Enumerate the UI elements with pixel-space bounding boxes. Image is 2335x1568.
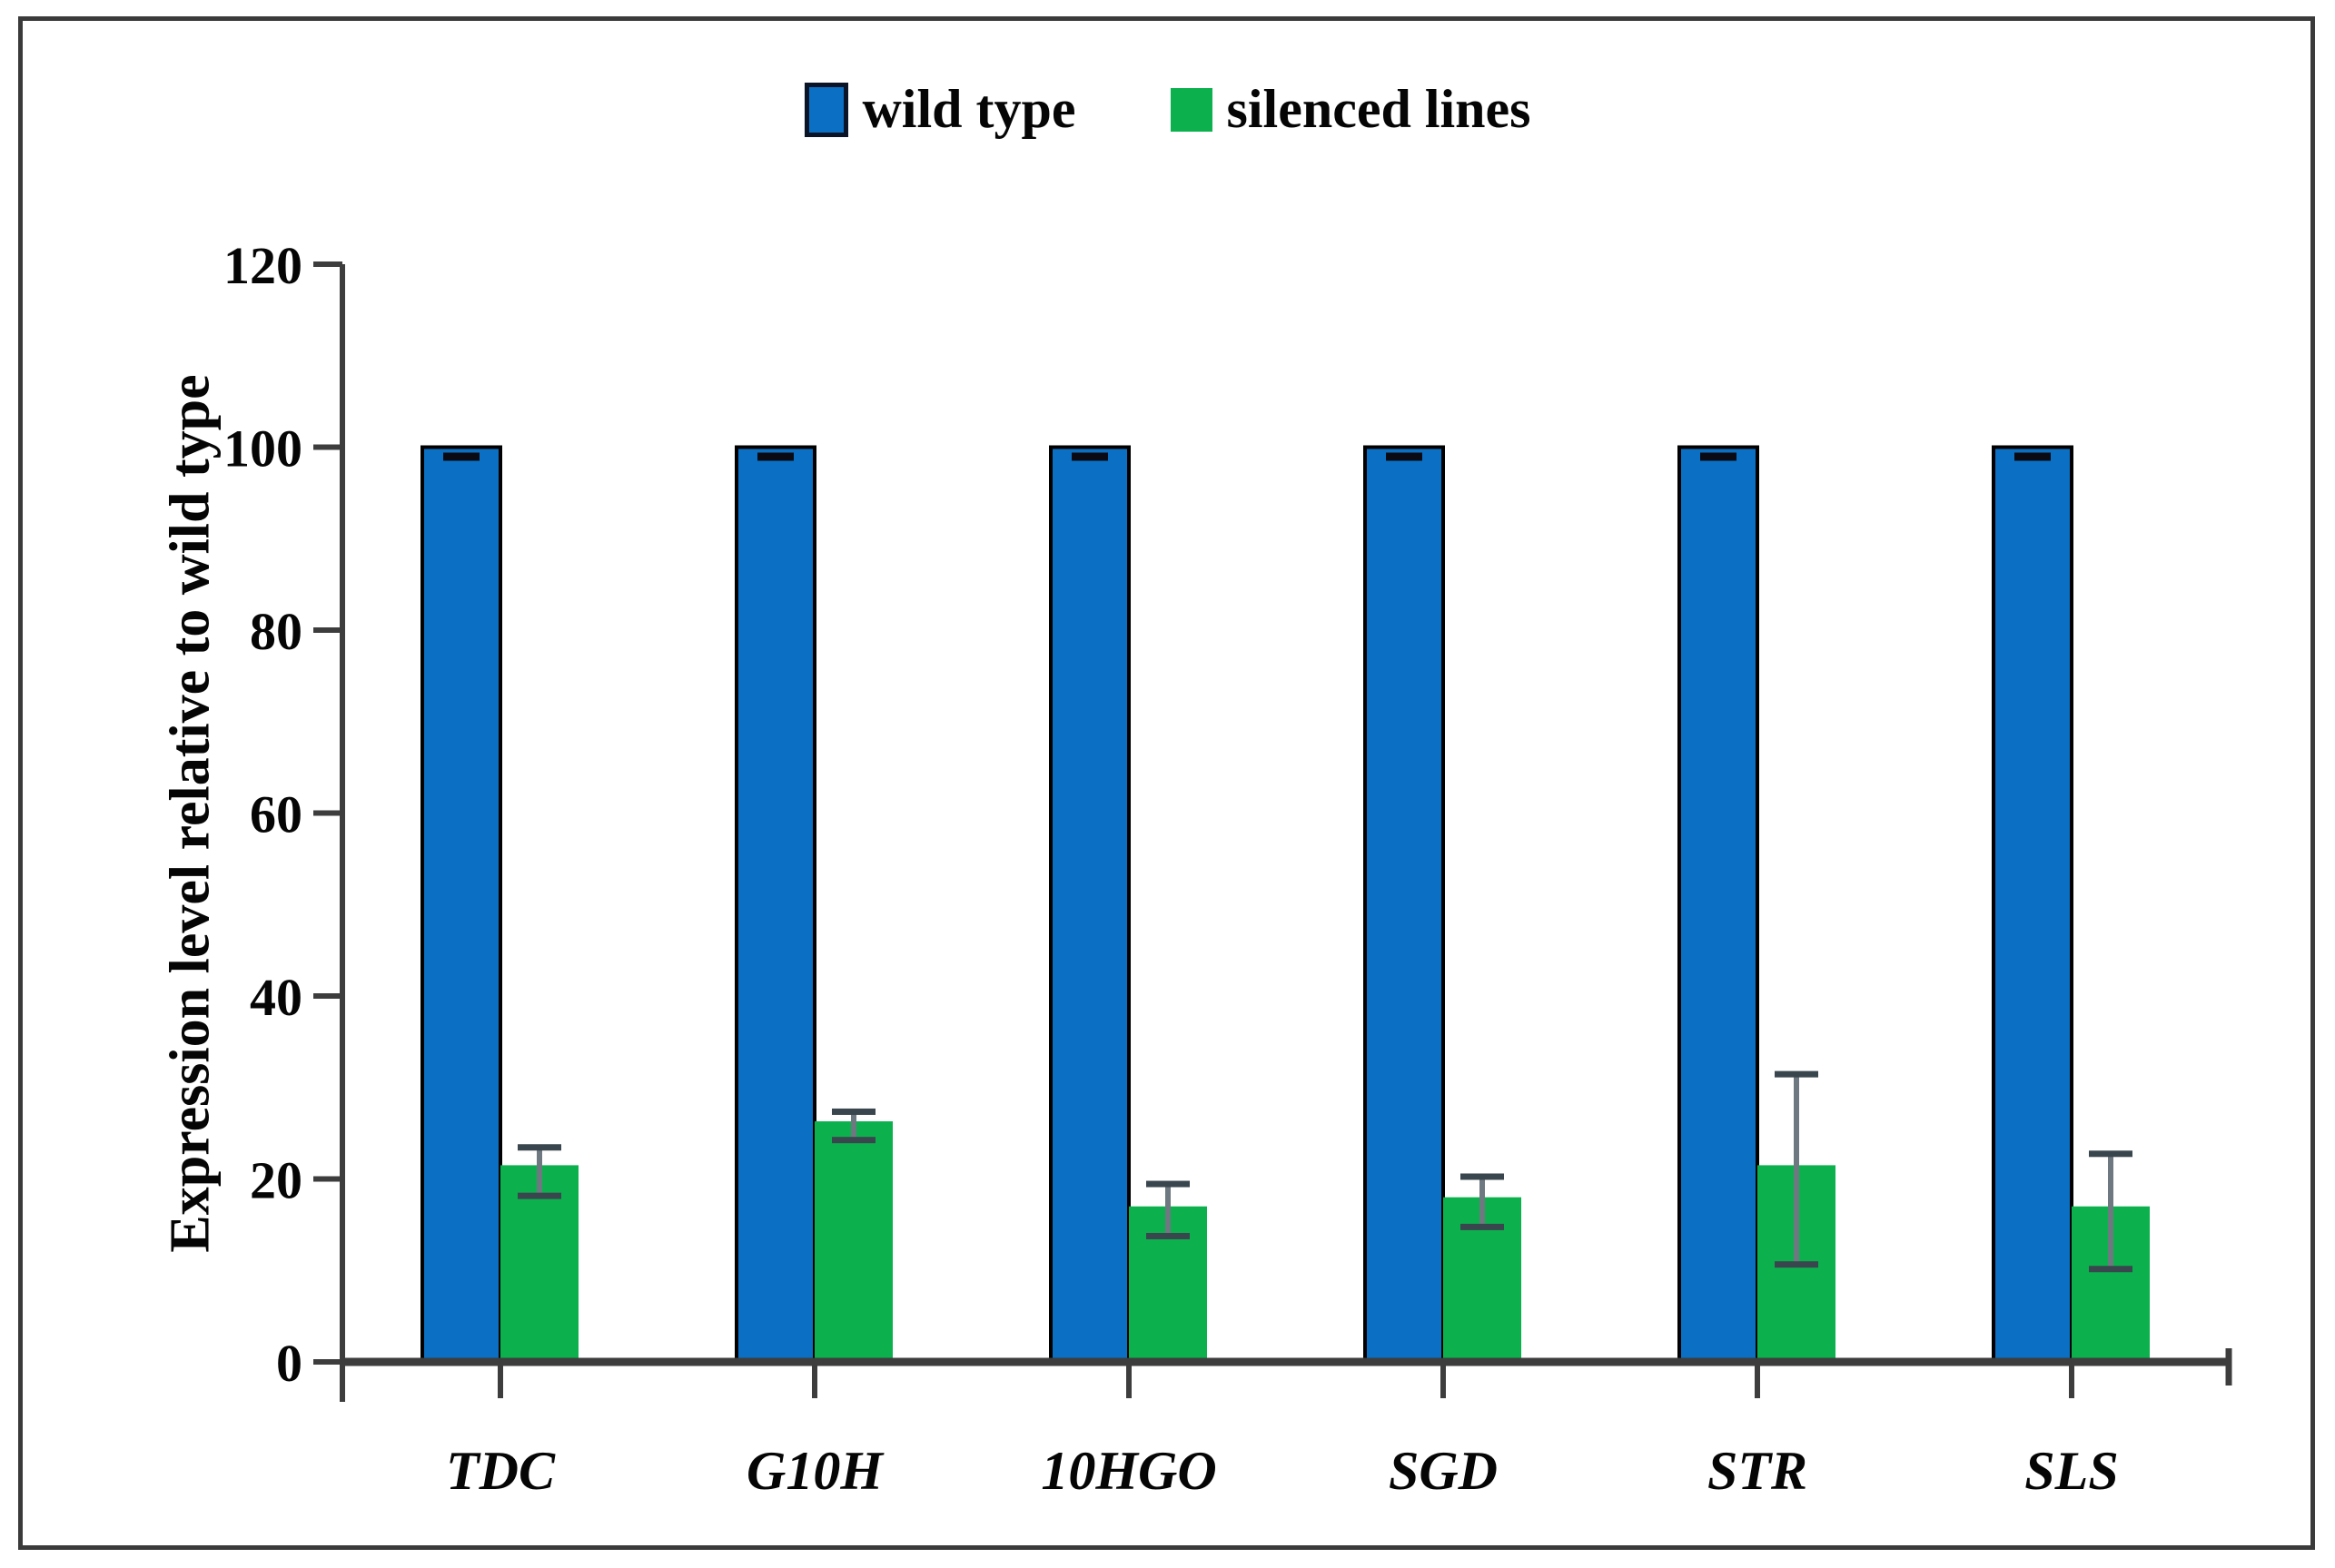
bar-wild-type-SGD [1363, 445, 1445, 1364]
error-cap-wild-type-10HGO [1072, 452, 1108, 461]
y-tick-label-120: 120 [223, 236, 302, 295]
legend-label-wild-type: wild type [862, 79, 1076, 139]
legend-label-silenced-lines: silenced lines [1226, 79, 1531, 139]
bar-wild-type-TDC [420, 445, 502, 1364]
bar-wild-type-10HGO [1049, 445, 1131, 1364]
wild-type-swatch-icon [804, 82, 848, 137]
error-cap-bottom-TDC [518, 1192, 561, 1199]
x-label-SLS: SLS [2024, 1441, 2118, 1501]
y-tick-label-80: 80 [250, 602, 302, 661]
legend-item-wild-type: wild type [804, 78, 1076, 141]
x-label-G10H: G10H [747, 1441, 885, 1501]
y-tick-label-0: 0 [276, 1334, 302, 1393]
legend: wild type silenced lines [804, 78, 1531, 141]
error-cap-top-SGD [1460, 1173, 1504, 1180]
error-cap-top-TDC [518, 1144, 561, 1151]
y-tick-label-60: 60 [250, 785, 302, 844]
error-cap-bottom-SGD [1460, 1223, 1504, 1230]
error-cap-top-G10H [832, 1108, 876, 1115]
error-cap-wild-type-STR [1700, 452, 1736, 461]
figure-border [18, 16, 2315, 1550]
silenced-lines-swatch-icon [1170, 87, 1212, 132]
bar-wild-type-G10H [735, 445, 816, 1364]
x-label-10HGO: 10HGO [1041, 1441, 1216, 1501]
error-cap-bottom-10HGO [1146, 1232, 1190, 1239]
error-cap-wild-type-TDC [443, 452, 480, 461]
bar-wild-type-STR [1677, 445, 1759, 1364]
error-cap-wild-type-G10H [757, 452, 794, 461]
legend-item-silenced-lines: silenced lines [1170, 78, 1531, 141]
error-cap-top-STR [1775, 1070, 1818, 1078]
error-cap-top-SLS [2089, 1150, 2132, 1158]
x-label-SGD: SGD [1389, 1441, 1498, 1501]
error-cap-wild-type-SGD [1386, 452, 1422, 461]
error-cap-bottom-SLS [2089, 1266, 2132, 1273]
x-label-TDC: TDC [446, 1441, 556, 1501]
x-label-STR: STR [1707, 1441, 1807, 1501]
y-tick-label-40: 40 [250, 968, 302, 1027]
bar-wild-type-SLS [1992, 445, 2073, 1364]
y-tick-label-20: 20 [250, 1151, 302, 1210]
error-cap-bottom-G10H [832, 1137, 876, 1144]
y-tick-label-100: 100 [223, 419, 302, 478]
error-cap-wild-type-SLS [2014, 452, 2051, 461]
error-cap-top-10HGO [1146, 1180, 1190, 1188]
error-cap-bottom-STR [1775, 1261, 1818, 1268]
bar-silenced-G10H [815, 1121, 893, 1362]
